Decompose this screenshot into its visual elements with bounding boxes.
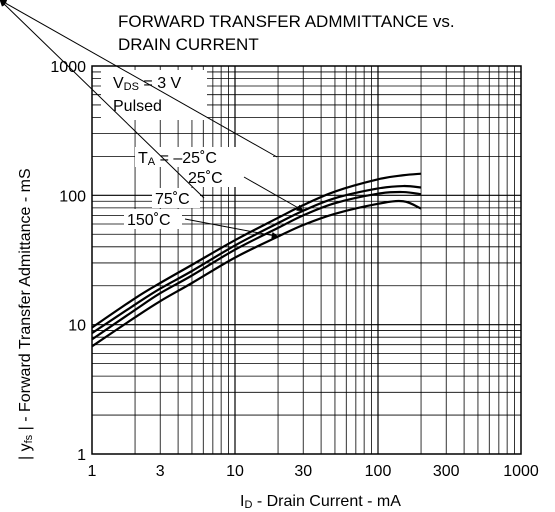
series-line-0 <box>91 172 422 329</box>
x-tick-label: 300 <box>433 463 460 480</box>
chart-title-line2: DRAIN CURRENT <box>118 35 259 54</box>
x-tick-label: 100 <box>365 463 392 480</box>
series-label-bg-2 <box>152 188 200 208</box>
series-line-1 <box>91 184 422 335</box>
grid <box>92 66 521 454</box>
conditions-line2: Pulsed <box>113 98 162 115</box>
series-label-bg-0 <box>135 147 273 167</box>
series-label-0: TA = –25˚C <box>138 150 217 168</box>
series-leader-0 <box>0 0 278 158</box>
series-labels: TA = –25˚C 25˚C 75˚C 150˚C <box>0 0 304 239</box>
series-label-bg-3 <box>124 209 182 229</box>
y-tick-label: 1000 <box>50 59 86 76</box>
series-label-1: 25˚C <box>188 170 223 187</box>
x-tick-label: 10 <box>226 463 244 480</box>
series-leader-2 <box>0 0 205 199</box>
plot-frame <box>91 65 522 455</box>
y-tick-label: 10 <box>68 318 86 335</box>
series-label-2: 75˚C <box>155 191 190 208</box>
x-tick-labels: 1 3 10 30 100 300 1000 <box>88 463 539 480</box>
series-label-bg-1 <box>183 167 239 187</box>
series-leader-1 <box>243 176 304 212</box>
y-tick-label: 100 <box>59 188 86 205</box>
series-leader-3 <box>184 218 279 239</box>
x-tick-label: 30 <box>294 463 312 480</box>
conditions-line1: VDS = 3 V <box>113 75 182 93</box>
x-tick-label: 1 <box>88 463 97 480</box>
x-axis-label: ID - Drain Current - mA <box>240 493 401 511</box>
series-label-3: 150˚C <box>127 212 171 229</box>
conditions-box <box>101 70 207 120</box>
x-tick-label: 3 <box>156 463 165 480</box>
y-tick-label: 1 <box>77 447 86 464</box>
series-line-2 <box>91 190 422 341</box>
y-axis-label: | yfs | - Forward Transfer Admittance - … <box>17 168 35 460</box>
y-tick-labels: 1 10 100 1000 <box>50 59 86 464</box>
x-tick-label: 1000 <box>503 463 539 480</box>
chart-title-line1: FORWARD TRANSFER ADMMITTANCE vs. <box>118 12 455 31</box>
